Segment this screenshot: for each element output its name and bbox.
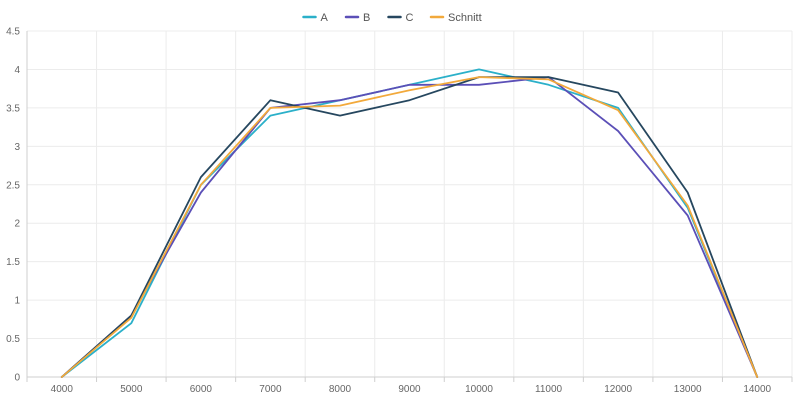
x-tick-label: 8000 (329, 384, 352, 395)
y-tick-label: 1 (14, 296, 20, 307)
x-tick-label: 6000 (190, 384, 213, 395)
legend-item-b[interactable]: B (344, 12, 370, 24)
y-tick-label: 2 (14, 219, 20, 230)
y-tick-label: 3.5 (6, 103, 20, 114)
x-tick-label: 13000 (674, 384, 702, 395)
y-tick-label: 2.5 (6, 180, 20, 191)
series-line-schnitt (60, 76, 759, 378)
x-tick-label: 5000 (120, 384, 143, 395)
x-tick-label: 14000 (743, 384, 771, 395)
legend[interactable]: A B C Schnitt (302, 12, 482, 24)
legend-label: A (321, 12, 329, 24)
series-lines (60, 68, 759, 378)
y-tick-label: 4.5 (6, 27, 20, 38)
y-tick-label: 0 (14, 373, 20, 384)
x-tick-label: 9000 (398, 384, 421, 395)
y-tick-label: 1.5 (6, 257, 20, 268)
legend-item-schnitt[interactable]: Schnitt (429, 12, 482, 24)
y-tick-label: 0.5 (6, 334, 20, 345)
y-tick-label: 4 (14, 65, 20, 76)
x-tick-label: 10000 (465, 384, 493, 395)
series-line-b (60, 76, 759, 378)
x-tick-label: 4000 (51, 384, 74, 395)
y-tick-label: 3 (14, 142, 20, 153)
legend-label: C (406, 12, 414, 24)
x-tick-label: 11000 (535, 384, 563, 395)
axes: 0 0.5 1 1.5 2 2.5 3 3.5 4 4.5 4000 5000 6000 7000 8000… (6, 27, 793, 395)
legend-label: Schnitt (448, 12, 482, 24)
x-tick-label: 12000 (604, 384, 632, 395)
legend-item-c[interactable]: C (387, 12, 414, 24)
x-tick-label: 7000 (259, 384, 282, 395)
legend-item-a[interactable]: A (302, 12, 329, 24)
series-line-c (60, 76, 759, 378)
legend-label: B (363, 12, 370, 24)
